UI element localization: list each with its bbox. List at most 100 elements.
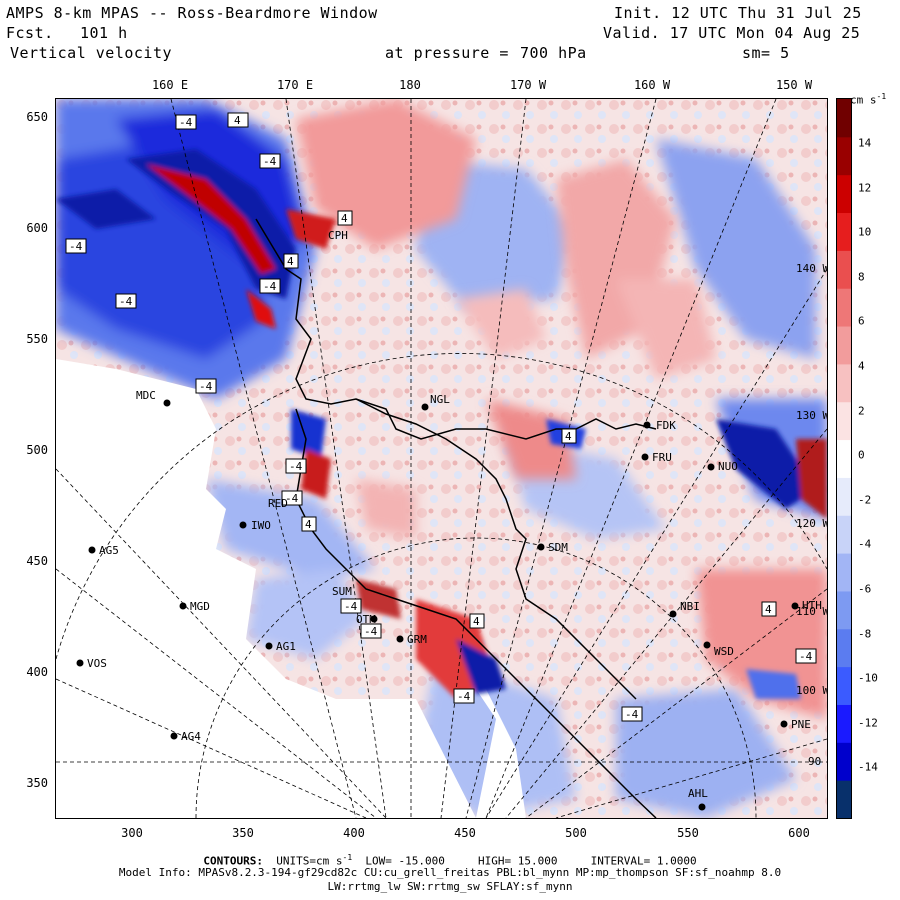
x-tick-600: 600	[788, 826, 810, 840]
contour-label: -4	[453, 688, 475, 704]
missing-data-area	[56, 359, 476, 818]
svg-text:-4: -4	[119, 295, 133, 308]
field-name: Vertical velocity	[10, 44, 173, 62]
svg-text:-4: -4	[69, 240, 83, 253]
colorbar-tick: 0	[858, 448, 865, 462]
colorbar-tick: 10	[858, 225, 872, 239]
station-dot	[170, 732, 178, 740]
station-dot	[88, 546, 96, 554]
y-tick-650: 650	[26, 110, 48, 124]
lon-label-170e: 170 E	[276, 78, 314, 92]
colorbar-tick: -6	[858, 582, 872, 596]
svg-text:4: 4	[287, 255, 294, 268]
colorbar-swatch	[837, 212, 851, 251]
contour-label: 4	[227, 112, 249, 128]
lon-label-150w: 150 W	[775, 78, 813, 92]
colorbar-gradient	[837, 99, 851, 819]
pressure-label: at pressure =	[385, 44, 509, 62]
contour-label: -4	[360, 623, 382, 639]
station-label: AG4	[181, 730, 201, 743]
init-time: Init. 12 UTC Thu 31 Jul 25	[614, 4, 862, 22]
svg-text:-4: -4	[199, 380, 213, 393]
colorbar-unit: cm s-1	[850, 92, 887, 107]
svg-text:4: 4	[765, 603, 772, 616]
contour-label: -4	[65, 238, 87, 254]
contour-label: -4	[795, 648, 817, 664]
model-info: Model Info: MPASv8.2.3-194-gf29cd82c CU:…	[118, 866, 782, 879]
product-title: AMPS 8-km MPAS -- Ross-Beardmore Window	[6, 4, 378, 22]
forecast-hour: 101 h	[80, 24, 128, 42]
station-label: MDC	[136, 389, 156, 402]
station-dot	[163, 399, 171, 407]
colorbar-swatch	[837, 704, 851, 743]
contour-label: -4	[259, 153, 281, 169]
y-tick-550: 550	[26, 332, 48, 346]
x-tick-400: 400	[343, 826, 365, 840]
x-tick-350: 350	[232, 826, 254, 840]
colorbar-swatch	[837, 363, 851, 403]
y-tick-600: 600	[26, 221, 48, 235]
colorbar-swatch	[837, 136, 851, 176]
station-dot	[780, 720, 788, 728]
colorbar-swatch	[837, 326, 851, 365]
y-tick-450: 450	[26, 554, 48, 568]
colorbar-tick: -12	[858, 716, 878, 730]
smoothing-label: sm= 5	[742, 44, 790, 62]
station-dot	[421, 403, 429, 411]
svg-text:4: 4	[234, 114, 241, 127]
station-label: FDK	[656, 419, 676, 432]
map-lon-label-140w: 140 W	[796, 262, 828, 275]
contour-label: -4	[259, 278, 281, 294]
contour-label: -4	[175, 114, 197, 130]
station-label: GRM	[407, 633, 427, 646]
station-label: AHL	[688, 787, 708, 800]
station-label: CPH	[328, 229, 348, 242]
colorbar-swatch	[837, 174, 851, 214]
contour-labels: 4 -4 4 -4 -4 -4 4 -4 4 -4 -4 4 4 -4 -4 -…	[65, 112, 817, 722]
station-label: AG5	[99, 544, 119, 557]
y-tick-400: 400	[26, 665, 48, 679]
map-lon-label-130w: 130 W	[796, 409, 828, 422]
contours-info: CONTOURS: UNITS=cm s-1 LOW= -15.000 HIGH…	[203, 853, 697, 868]
x-tick-300: 300	[121, 826, 143, 840]
x-tick-550: 550	[677, 826, 699, 840]
station-dot	[239, 521, 247, 529]
station-label: SDM	[548, 541, 568, 554]
station-dot	[537, 543, 545, 551]
svg-text:-4: -4	[179, 116, 193, 129]
map-lon-label-120w: 120 W	[796, 517, 828, 530]
station-label: VOS	[87, 657, 107, 670]
colorbar-swatch	[837, 742, 851, 781]
vertical-velocity-map: 4 -4 4 -4 -4 -4 4 -4 4 -4 -4 4 4 -4 -4 -…	[55, 98, 828, 819]
station-dot	[641, 453, 649, 461]
contour-label: 4	[337, 210, 353, 226]
station-dot	[76, 659, 84, 667]
station-label: SUM	[332, 585, 352, 598]
station-label: NGL	[430, 393, 450, 406]
station-label: NBI	[680, 600, 700, 613]
forecast-label: Fcst.	[6, 24, 54, 42]
svg-text:-4: -4	[625, 708, 639, 721]
positive-velocity-regions	[296, 99, 827, 719]
colorbar	[836, 98, 852, 819]
pressure-value: 700 hPa	[520, 44, 587, 62]
map-lon-label-100w: 100 W	[796, 684, 828, 697]
colorbar-swatch	[837, 628, 851, 668]
map-lon-label-110w: 110 W	[796, 605, 828, 618]
colorbar-swatch	[837, 477, 851, 516]
svg-text:-4: -4	[285, 492, 299, 505]
colorbar-tick: 4	[858, 359, 865, 373]
colorbar-swatch	[837, 780, 851, 819]
svg-text:4: 4	[341, 212, 348, 225]
station-label: NUO	[718, 460, 738, 473]
colorbar-swatch	[837, 439, 851, 478]
colorbar-tick: 12	[858, 181, 872, 195]
colorbar-tick: 14	[858, 136, 872, 150]
coastline	[255, 218, 657, 818]
valid-time: Valid. 17 UTC Mon 04 Aug 25	[603, 24, 861, 42]
contour-label: -4	[285, 458, 307, 474]
station-dot	[707, 463, 715, 471]
contour-label: 4	[301, 516, 317, 532]
station-label: WSD	[714, 645, 734, 658]
svg-text:4: 4	[565, 430, 572, 443]
